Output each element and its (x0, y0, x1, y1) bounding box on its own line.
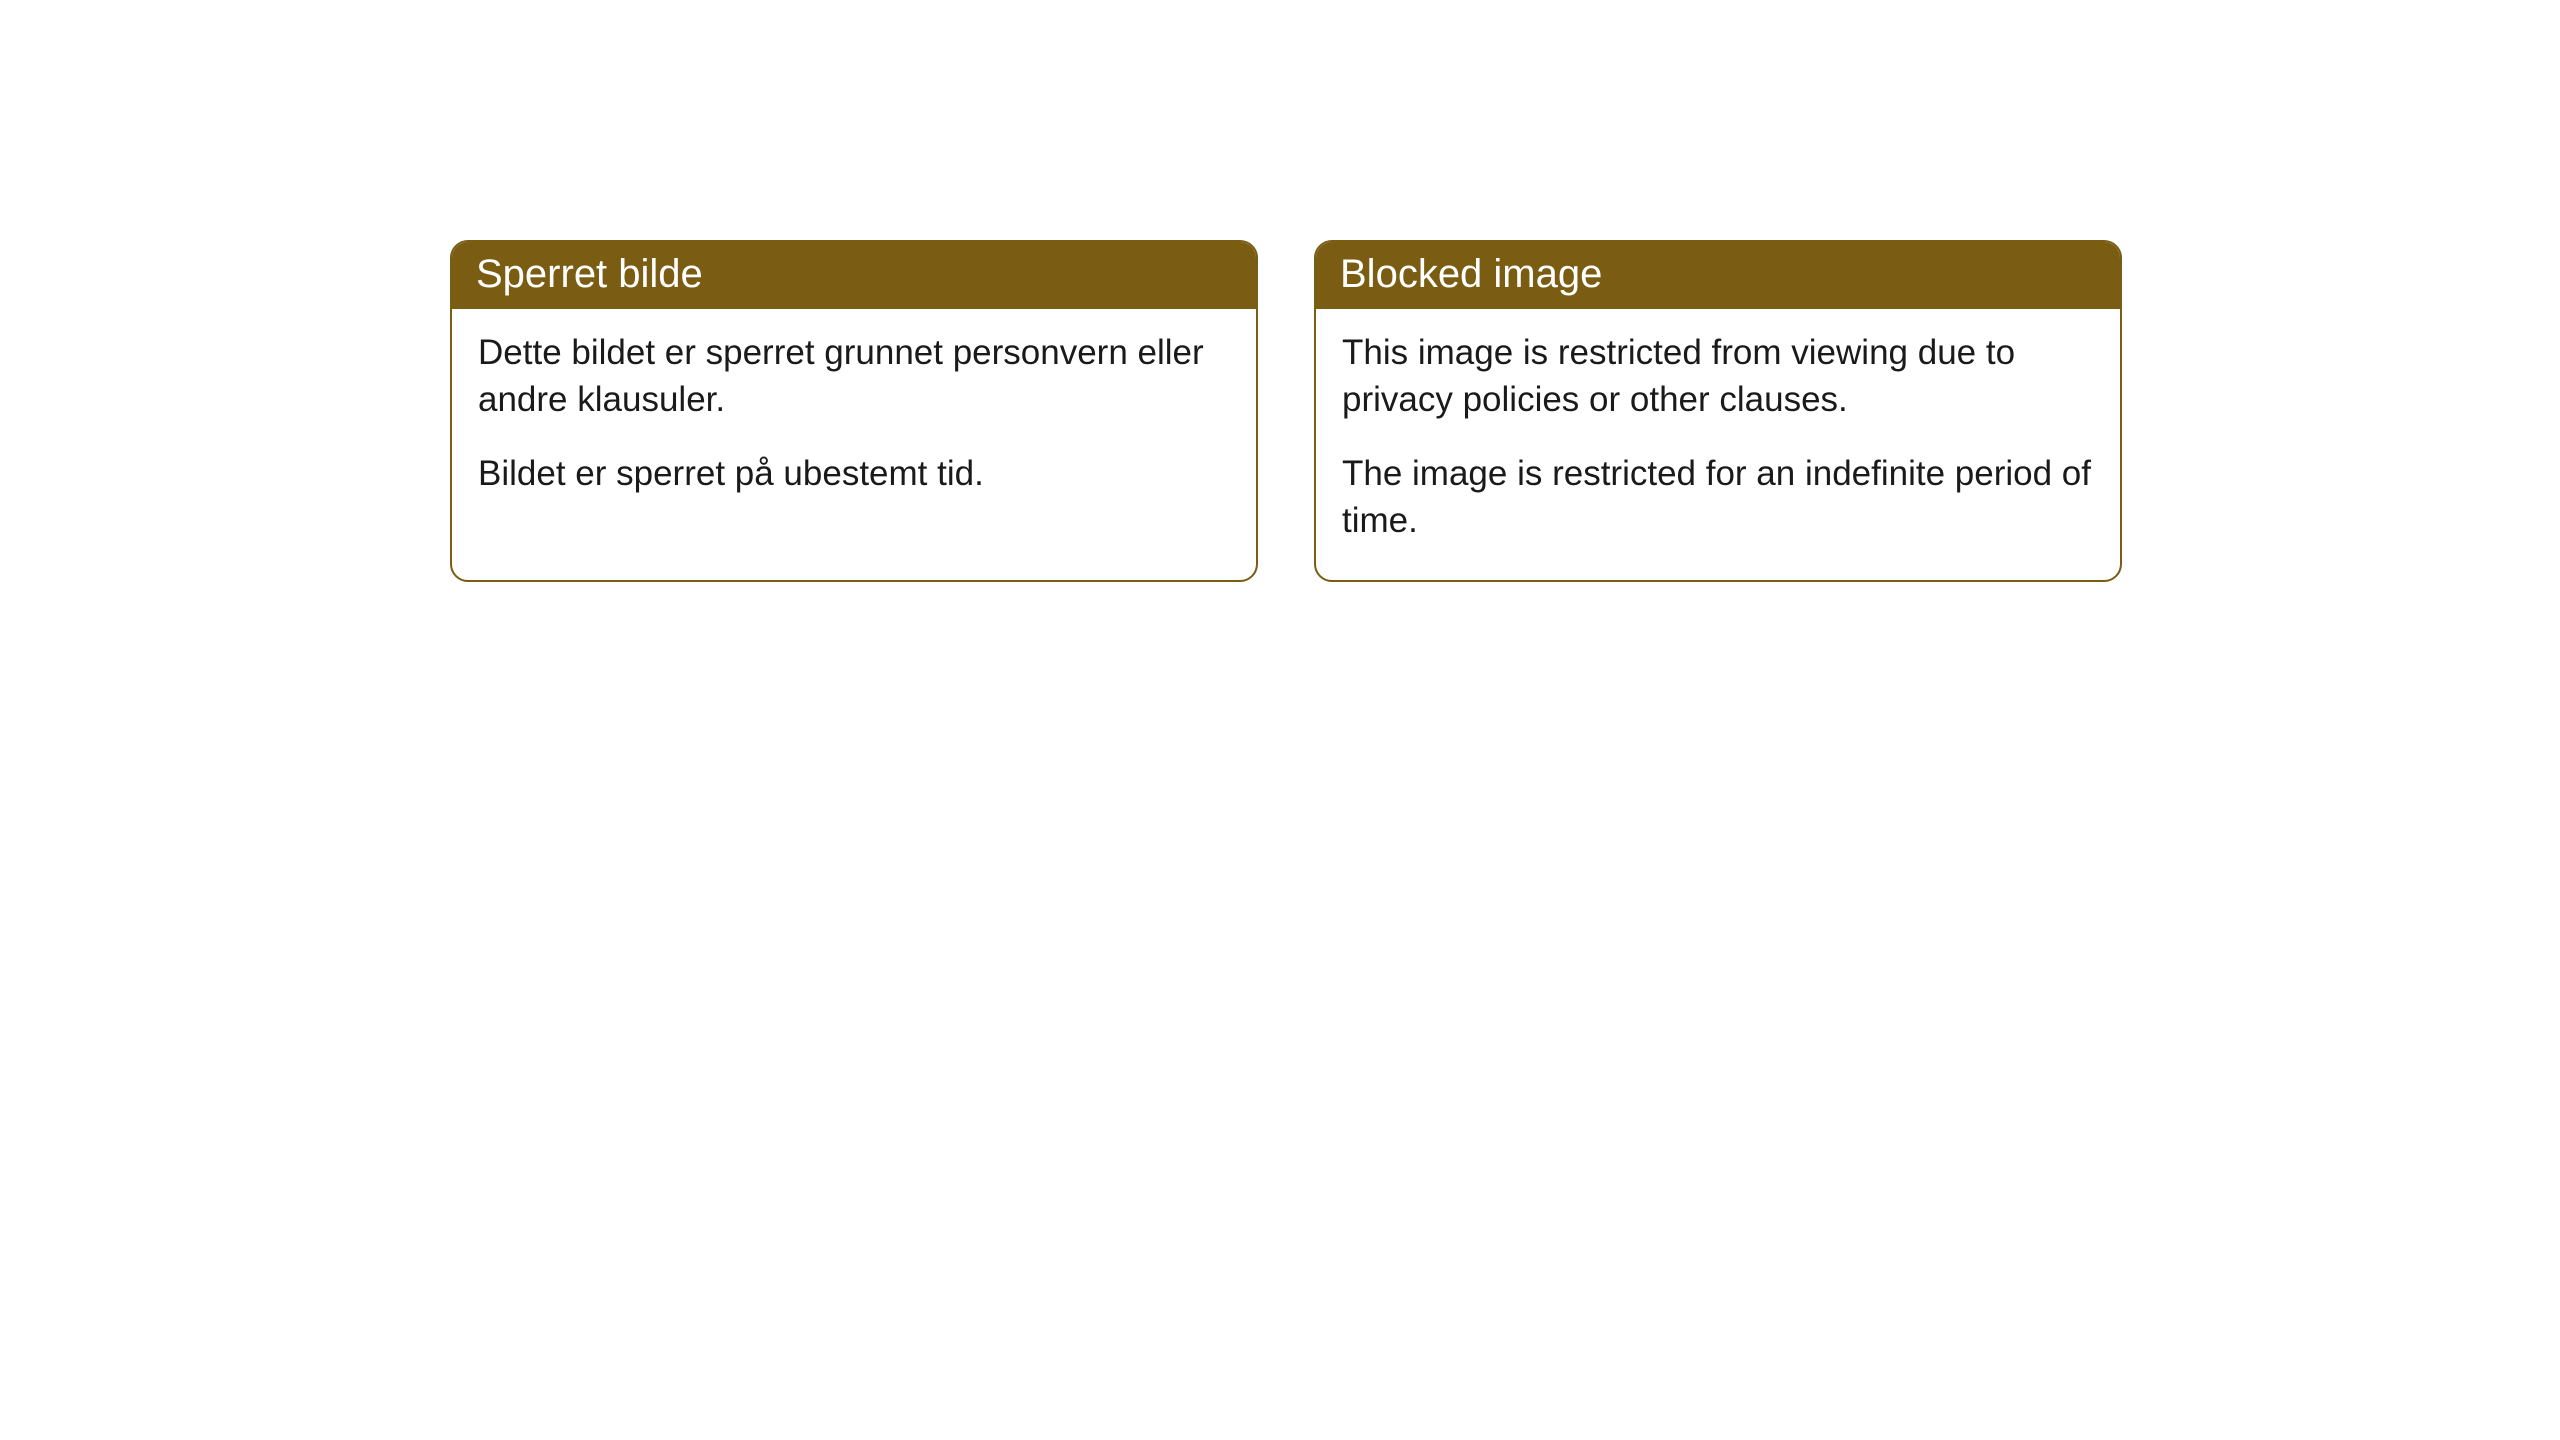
cards-container: Sperret bilde Dette bildet er sperret gr… (0, 0, 2560, 582)
card-para2-no: Bildet er sperret på ubestemt tid. (478, 450, 1230, 497)
card-para1-en: This image is restricted from viewing du… (1342, 329, 2094, 424)
card-header-no: Sperret bilde (452, 242, 1256, 309)
card-para2-en: The image is restricted for an indefinit… (1342, 450, 2094, 545)
blocked-image-card-no: Sperret bilde Dette bildet er sperret gr… (450, 240, 1258, 582)
card-body-en: This image is restricted from viewing du… (1316, 309, 2120, 580)
card-body-no: Dette bildet er sperret grunnet personve… (452, 309, 1256, 533)
blocked-image-card-en: Blocked image This image is restricted f… (1314, 240, 2122, 582)
card-para1-no: Dette bildet er sperret grunnet personve… (478, 329, 1230, 424)
card-header-en: Blocked image (1316, 242, 2120, 309)
